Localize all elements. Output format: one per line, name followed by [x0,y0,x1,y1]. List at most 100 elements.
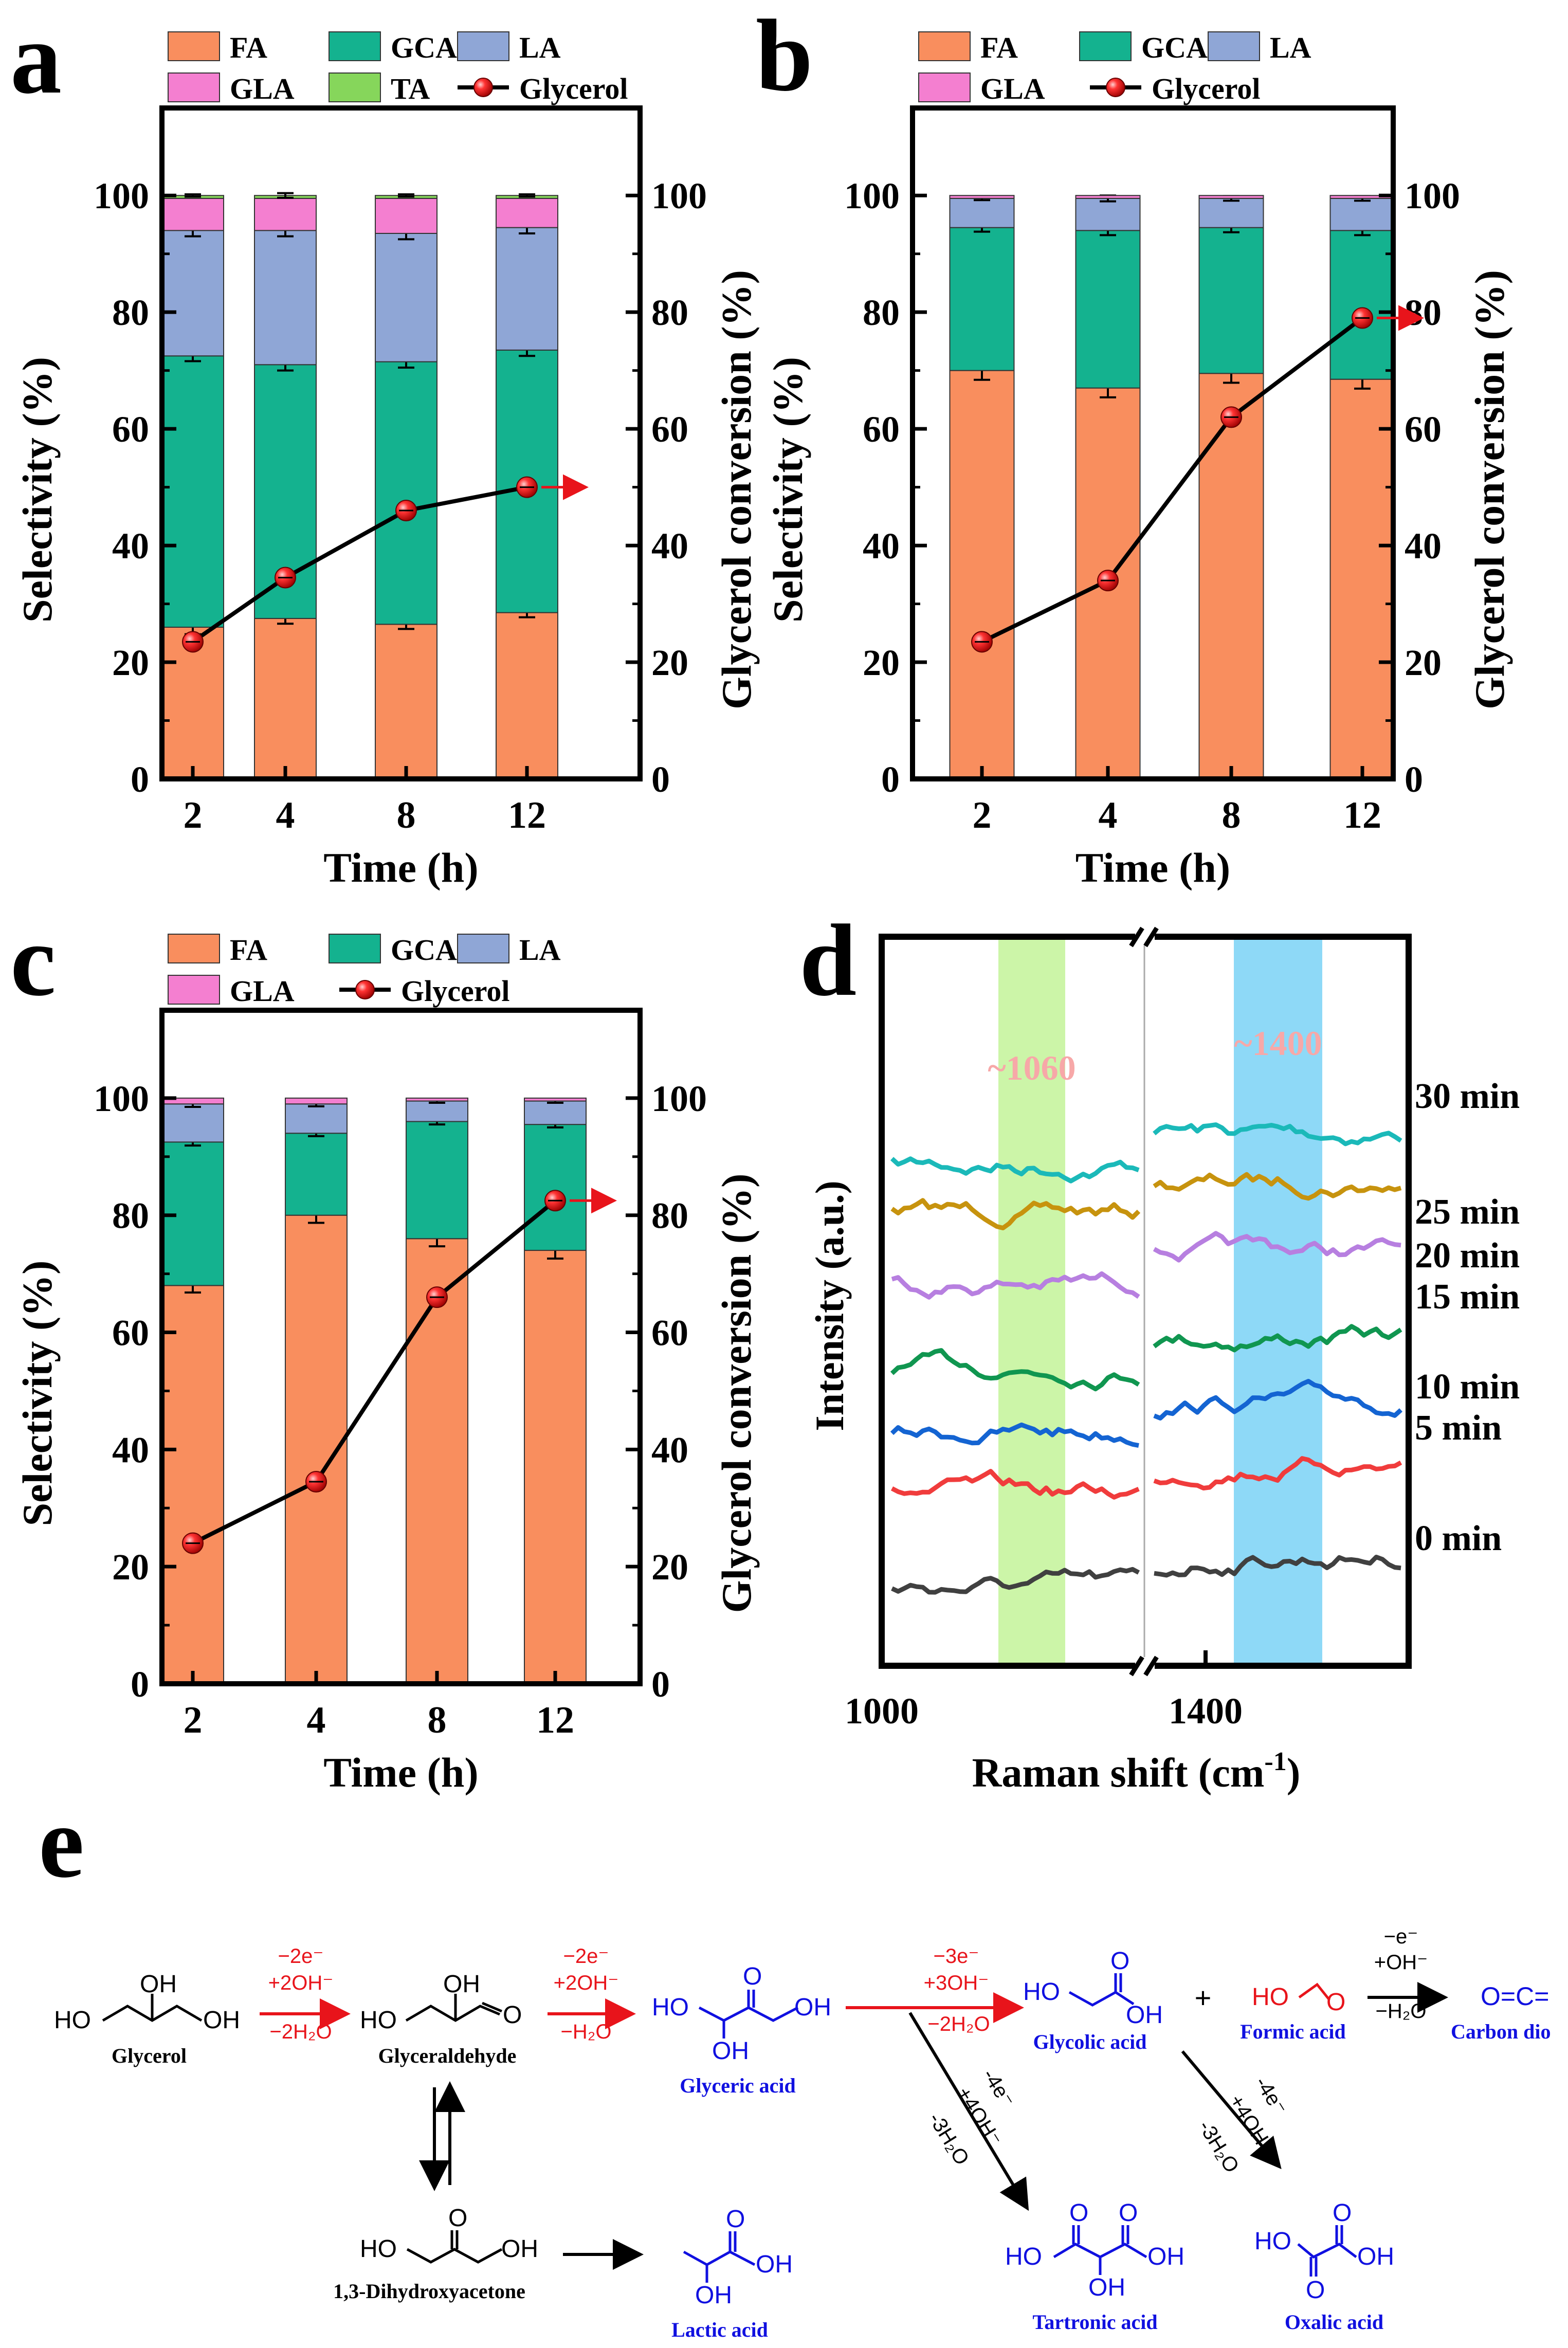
lactic-oh-right: OH [756,2251,793,2278]
step2-e: −2e⁻ [563,1945,609,1968]
carbon-dio-label: Carbon dio [1451,2020,1551,2043]
step2-h2o: −H₂O [561,2021,612,2043]
glycolic-oh: OH [1126,2001,1163,2029]
legend-swatch-gla [918,72,971,102]
glyceric-oh-right: OH [794,1994,831,2021]
x-tick-label-8: 8 [428,1699,447,1741]
bar-la-12 [1329,197,1395,231]
glycerol-conversion-line [981,316,1364,644]
bar-gla-12 [496,197,558,228]
bar-gca-4 [1075,230,1141,389]
y-tick-label-20: 20 [112,1546,149,1588]
x-tick-label-2: 2 [184,1699,203,1741]
step2-oh: +2OH⁻ [554,1972,619,1994]
raman-spectrum-25-min-seg2 [1153,1172,1402,1201]
y-tick-label-60: 60 [112,409,149,450]
y2-tick-label-80: 80 [651,292,688,333]
raman-label-25-min: 25 min [1415,1192,1520,1232]
glycolic-ho: HO [1023,1978,1060,2006]
glycerol-oh-top: OH [140,1971,177,1998]
raman-spectrum-25-min-seg1 [890,1198,1141,1230]
y-axis-title: Selectivity (%) [14,1261,61,1526]
bar-la-12 [524,1100,587,1125]
legend-glycerol-marker [355,980,375,999]
raman-spectrum-10-min-seg1 [890,1422,1139,1448]
glyceraldehyde-label: Glyceraldehyde [378,2044,517,2067]
tartronic-o-right: O [1119,2199,1138,2227]
legend-label-fa: FA [230,933,267,967]
panel-letter-e: e [39,1786,84,1899]
step3-h2o: −2H₂O [927,2013,990,2035]
raman-spectrum-30-min-seg2 [1153,1122,1402,1146]
oxalic-o-top: O [1333,2199,1352,2227]
raman-label-20-min: 20 min [1415,1236,1520,1276]
x-tick-label-4: 4 [1099,794,1118,836]
raman-spectrum-0-min-seg1 [891,1567,1140,1595]
y-tick-label-100: 100 [94,1078,149,1119]
y-tick-label-100: 100 [94,175,149,216]
oxalic-acid-label: Oxalic acid [1285,2310,1383,2334]
x-axis-title: Time (h) [323,844,478,891]
raman-band-1400 [1234,937,1322,1666]
lactic-acid-structure [683,2231,756,2283]
y2-tick-label-60: 60 [651,409,688,450]
glyceraldehyde-structure [405,1994,502,2022]
bar-gla-8 [1198,195,1264,199]
y2-tick-label-40: 40 [1405,525,1442,567]
y2-tick-label-100: 100 [651,1078,707,1119]
y2-tick-label-0: 0 [1405,759,1423,800]
y-axis-title: Selectivity (%) [764,357,811,623]
bar-gla-8 [406,1097,468,1102]
oxalic-oh: OH [1357,2243,1394,2270]
legend-label-gca: GCA [391,933,457,967]
panel-d-raman: 1000 1400 ~1060 ~1400 Raman shift (cm-1)… [807,926,1520,1796]
bar-fa-8 [406,1238,468,1685]
legend-swatch-gca [329,934,381,963]
glyceric-oh-bottom: OH [712,2037,749,2065]
x-tick-label-2: 2 [184,794,203,836]
step3-oh: +3OH⁻ [924,1972,989,1994]
y-tick-label-60: 60 [863,409,900,450]
legend-label-fa: FA [230,31,267,64]
raman-band-1060 [998,937,1065,1666]
raman-spectrum-20-min-seg1 [891,1271,1140,1300]
legend-label-glycerol: Glycerol [519,72,628,105]
y2-tick-label-40: 40 [651,1429,688,1470]
legend-glycerol-marker [473,78,493,97]
legend-label-ta: TA [391,72,430,105]
x-tick-label-12: 12 [1343,794,1381,836]
oxalic-o-bottom: O [1306,2277,1325,2304]
bar-gca-8 [1198,227,1264,374]
y-tick-label-80: 80 [863,292,900,333]
raman-xlabel-end: ) [1287,1751,1301,1796]
bar-la-8 [1198,197,1264,228]
tartronic-acid-label: Tartronic acid [1032,2310,1157,2334]
dha-label: 1,3-Dihydroxyacetone [333,2280,525,2303]
co2-structure: O=C= [1481,1982,1549,2011]
step1-e: −2e⁻ [278,1945,324,1968]
y2-axis-title: Glycerol conversion (%) [713,270,760,709]
bar-fa-12 [496,612,558,779]
glyceric-acid-label: Glyceric acid [680,2074,795,2097]
panel-c-chart: 0 0 20 20 40 40 60 60 80 80 100 100 2 4 8 12 Time (h) Sel… [14,933,760,1796]
step4-e: −e⁻ [1384,1925,1418,1948]
legend-label-la: LA [519,31,561,64]
raman-spectrum-30-min-seg1 [890,1156,1140,1184]
y-tick-label-20: 20 [863,642,900,683]
tartronic-oh-right: OH [1147,2243,1184,2270]
raman-spectrum-0-min-seg2 [1154,1555,1401,1578]
glycerol-conversion-line [191,485,527,644]
y2-tick-label-60: 60 [651,1313,688,1354]
tartronic-oh-bottom: OH [1088,2274,1125,2301]
x-tick-label-4: 4 [276,794,295,836]
lactic-acid-label: Lactic acid [671,2318,768,2341]
x-tick-label-1000: 1000 [845,1690,919,1732]
x-axis-title: Time (h) [323,1749,478,1796]
bar-la-4 [1075,197,1141,231]
y2-tick-label-20: 20 [651,642,688,683]
oxalic-acid-structure [1297,2225,1357,2277]
y-tick-label-60: 60 [112,1313,149,1354]
step3-e: −3e⁻ [934,1945,979,1968]
y-tick-label-0: 0 [131,759,149,800]
